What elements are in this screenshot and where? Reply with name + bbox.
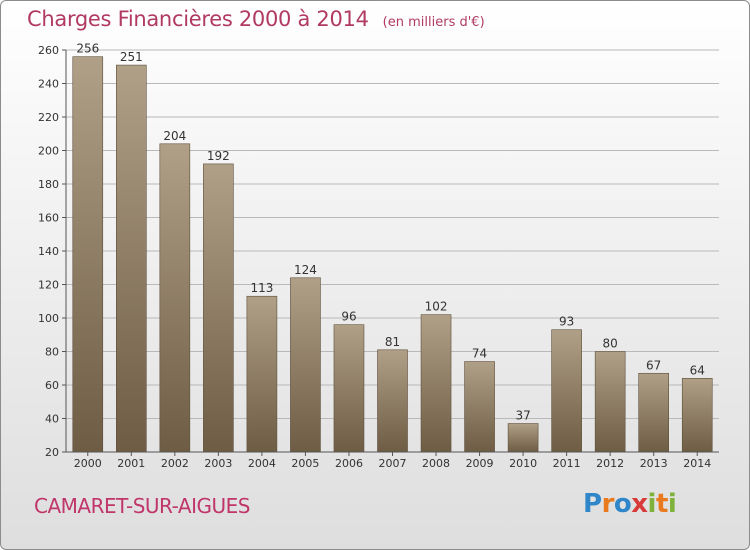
bars: 256 251 204 192 113 124 96 81 102 74 37 93 80 67 64 — [72, 42, 713, 453]
y-tick-label: 260 — [38, 44, 59, 57]
bar-2007 — [377, 349, 408, 453]
data-label: 81 — [385, 335, 400, 349]
bar-2006 — [333, 324, 365, 453]
y-tick-label: 200 — [38, 145, 59, 158]
logo-letter: P — [583, 489, 602, 519]
data-label: 124 — [294, 263, 317, 277]
data-label: 204 — [163, 129, 186, 143]
bar-2003 — [203, 163, 234, 453]
proxiti-logo: Proxiti — [583, 489, 677, 519]
logo-letter: x — [631, 489, 648, 519]
x-tick-label: 2000 — [74, 457, 102, 470]
data-label: 80 — [603, 337, 618, 351]
y-tick-label: 160 — [38, 212, 59, 225]
y-tick-label: 40 — [45, 413, 59, 426]
data-label: 64 — [690, 363, 705, 377]
logo-letter: t — [655, 489, 668, 519]
bar-2013 — [638, 372, 670, 453]
x-tick-label: 2010 — [509, 457, 537, 470]
bar-2008 — [420, 314, 452, 453]
y-tick-label: 140 — [38, 245, 59, 258]
y-tick-label: 220 — [38, 111, 59, 124]
y-tick-label: 180 — [38, 178, 59, 191]
bar-2010 — [507, 423, 539, 453]
logo-letter: o — [613, 489, 632, 519]
unit-note: (en milliers d'€) — [382, 15, 485, 30]
x-tick-label: 2005 — [291, 457, 319, 470]
logo-letter: r — [601, 489, 615, 519]
bar-2001 — [116, 64, 147, 453]
bar-2004 — [246, 295, 278, 453]
y-tick-label: 240 — [38, 78, 59, 91]
bar-2000 — [72, 56, 104, 453]
x-tick-label: 2002 — [161, 457, 189, 470]
data-label: 37 — [515, 409, 530, 423]
x-tick-label: 2007 — [379, 457, 407, 470]
data-label: 67 — [646, 358, 661, 372]
x-tick-label: 2003 — [204, 457, 232, 470]
y-tick-label: 100 — [38, 312, 59, 325]
y-tick-label: 20 — [45, 446, 59, 459]
bar-2014 — [681, 377, 713, 453]
x-tick-label: 2012 — [596, 457, 624, 470]
x-tick-label: 2013 — [640, 457, 668, 470]
x-tick-label: 2004 — [248, 457, 276, 470]
x-tick-label: 2014 — [683, 457, 711, 470]
axes: 20 40 60 80 100 120 140 160 180 200 220 240 260 2000 2… — [38, 44, 719, 470]
data-label: 74 — [472, 347, 487, 361]
bar-2002 — [159, 143, 191, 453]
data-label: 96 — [341, 310, 356, 324]
x-tick-label: 2006 — [335, 457, 363, 470]
x-tick-label: 2009 — [466, 457, 494, 470]
data-label: 102 — [425, 300, 448, 314]
y-tick-label: 80 — [45, 346, 59, 359]
logo-letter: i — [667, 489, 677, 519]
data-label: 93 — [559, 315, 574, 329]
commune-name: CAMARET-SUR-AIGUES — [34, 494, 250, 518]
title-text: Charges Financières 2000 à 2014 — [27, 7, 369, 31]
bar-2012 — [594, 351, 626, 453]
y-tick-label: 60 — [45, 379, 59, 392]
data-label: 251 — [120, 50, 143, 64]
x-tick-label: 2001 — [117, 457, 145, 470]
x-tick-label: 2011 — [553, 457, 581, 470]
data-label: 192 — [207, 149, 230, 163]
data-label: 113 — [250, 281, 273, 295]
x-tick-label: 2008 — [422, 457, 450, 470]
data-label: 256 — [76, 42, 99, 56]
y-tick-label: 120 — [38, 279, 59, 292]
chart-title: Charges Financières 2000 à 2014 (en milli… — [27, 7, 485, 31]
bar-2005 — [290, 277, 321, 453]
logo-letter: i — [647, 489, 657, 519]
bar-2009 — [464, 361, 495, 453]
bar-2011 — [551, 329, 582, 453]
